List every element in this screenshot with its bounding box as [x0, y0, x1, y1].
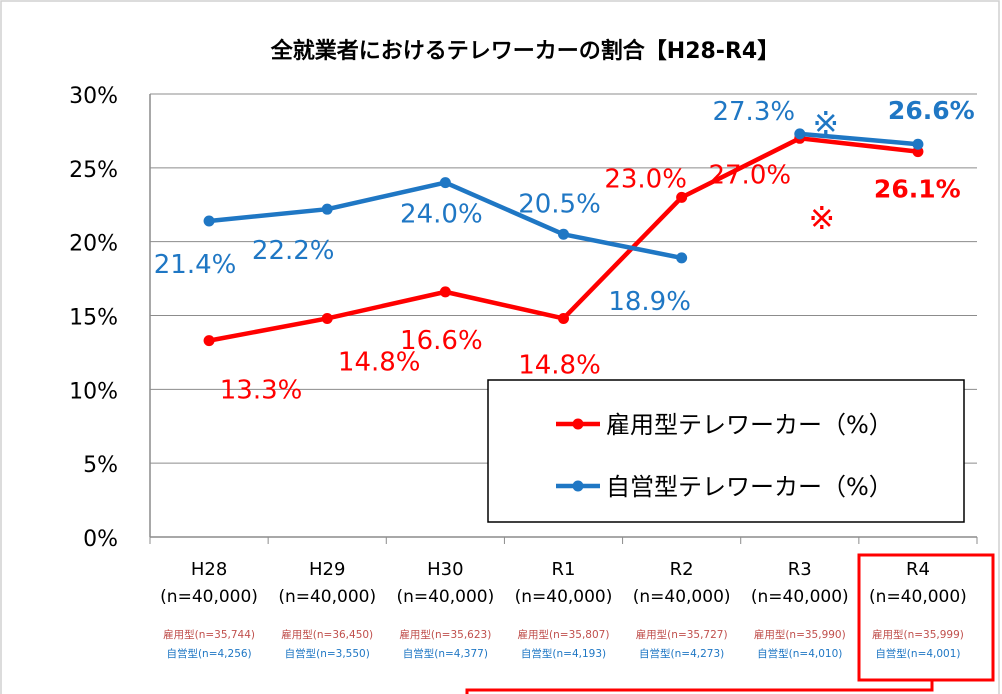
x-self-employed-count: 自営型(n=3,550)	[285, 647, 370, 660]
x-self-employed-count: 自営型(n=4,273)	[639, 647, 724, 660]
x-tick-label: H30	[427, 559, 463, 580]
x-tick-label: R1	[552, 559, 576, 580]
x-sample-size: (n=40,000)	[396, 587, 494, 607]
y-tick-label: 15%	[69, 306, 118, 331]
y-tick-label: 5%	[83, 453, 118, 478]
series-2-line	[797, 131, 921, 147]
series-2-data-label: 21.4%	[154, 250, 237, 280]
x-sample-size: (n=40,000)	[633, 587, 731, 607]
highlight-box-r4	[857, 553, 995, 682]
series-2-data-label: 22.2%	[252, 236, 335, 266]
y-tick-label: 30%	[69, 84, 118, 109]
x-self-employed-count: 自営型(n=4,193)	[521, 647, 606, 660]
x-self-employed-count: 自営型(n=4,377)	[403, 647, 488, 660]
series-2-data-label: 27.3%	[712, 97, 795, 127]
x-axis-labels: H28 (n=40,000) 雇用型(n=35,744) 自営型(n=4,256) H2…	[160, 559, 967, 660]
series-2-data-label: 26.6%	[888, 96, 975, 125]
highlight-layer	[465, 553, 995, 694]
series-2-point	[558, 228, 569, 240]
annotation-mark: ※	[812, 104, 839, 142]
legend-label: 雇用型テレワーカー（%）	[606, 411, 893, 439]
y-tick-label: 25%	[69, 158, 118, 183]
y-tick-label: 0%	[83, 527, 118, 552]
x-tick-label: H29	[309, 559, 345, 580]
x-self-employed-count: 自営型(n=4,010)	[757, 647, 842, 660]
x-tick-label: R3	[788, 559, 812, 580]
x-employed-count: 雇用型(n=35,623)	[399, 628, 491, 641]
x-sample-size: (n=40,000)	[160, 587, 258, 607]
series-1-data-label: 14.8%	[518, 350, 601, 380]
series-1-point	[558, 312, 569, 324]
highlight-connector	[465, 680, 934, 694]
series-1-data-label: 13.3%	[220, 376, 303, 406]
y-tick-label: 10%	[69, 379, 118, 404]
series-layer	[203, 128, 924, 347]
x-sample-size: (n=40,000)	[751, 587, 849, 607]
x-employed-count: 雇用型(n=35,990)	[754, 628, 846, 641]
legend: 雇用型テレワーカー（%） 自営型テレワーカー（%）	[487, 379, 965, 523]
x-tick-label: R2	[670, 559, 694, 580]
series-1-point	[439, 286, 451, 298]
legend-label: 自営型テレワーカー（%）	[606, 473, 893, 501]
x-employed-count: 雇用型(n=35,807)	[518, 628, 610, 641]
chart-title: 全就業者におけるテレワーカーの割合【H28-R4】	[270, 38, 779, 64]
x-sample-size: (n=40,000)	[515, 587, 613, 607]
series-1-data-label: 14.8%	[338, 347, 421, 377]
x-employed-count: 雇用型(n=35,999)	[872, 628, 964, 641]
series-1-data-label: 16.6%	[400, 326, 483, 356]
series-2-data-label: 20.5%	[518, 189, 601, 219]
legend-swatch-marker	[572, 418, 584, 430]
y-tick-label: 20%	[69, 232, 118, 257]
x-employed-count: 雇用型(n=36,450)	[281, 628, 373, 641]
series-2-point	[203, 215, 215, 227]
x-sample-size: (n=40,000)	[278, 587, 376, 607]
series-1-point	[321, 312, 333, 324]
series-2-data-label: 24.0%	[400, 200, 483, 230]
series-2-point	[794, 128, 806, 140]
x-employed-count: 雇用型(n=35,744)	[163, 628, 255, 641]
series-1-data-label: 26.1%	[874, 175, 961, 204]
series-2-point	[321, 203, 333, 215]
data-labels: 13.3%14.8%16.6%14.8%23.0% 27.0% 26.1%21.4%…	[154, 96, 975, 405]
annotation-mark: ※	[808, 199, 835, 237]
axis-layer: 0% 5% 10% 15% 20% 25% 30%	[69, 84, 978, 552]
x-self-employed-count: 自営型(n=4,256)	[166, 647, 251, 660]
series-1-point	[676, 191, 688, 203]
x-employed-count: 雇用型(n=35,727)	[636, 628, 728, 641]
series-2-data-label: 18.9%	[608, 287, 691, 317]
x-self-employed-count: 自営型(n=4,001)	[875, 647, 960, 660]
series-2-point	[912, 138, 924, 150]
series-1-point	[203, 335, 215, 347]
legend-swatch-marker	[572, 480, 584, 492]
x-sample-size: (n=40,000)	[869, 587, 967, 607]
series-1-data-label: 23.0%	[604, 164, 687, 194]
x-tick-label: H28	[191, 559, 227, 580]
series-2-point	[676, 252, 688, 264]
legend-box	[487, 379, 965, 523]
series-2-point	[439, 177, 451, 189]
x-tick-label: R4	[906, 559, 930, 580]
series-1-data-label: 27.0%	[708, 160, 791, 190]
